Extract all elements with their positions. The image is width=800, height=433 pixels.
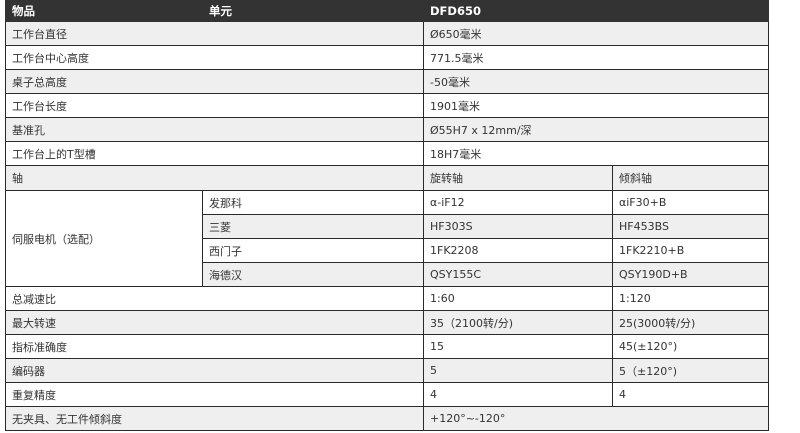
table-row: 编码器 5 5（±120°): [5, 358, 770, 383]
table-row: 基准孔 Ø55H7 x 12mm/深: [5, 117, 770, 142]
row-value: 18H7毫米: [422, 141, 770, 166]
rotary-value: QSY155C: [423, 262, 613, 287]
table-row: 最大转速 35（2100转/分) 25(3000转/分): [5, 310, 770, 335]
row-label: 轴: [5, 165, 424, 191]
row-label: 编码器: [5, 358, 424, 383]
servo-row: 三菱 HF303S HF453BS: [6, 214, 770, 239]
servo-row: 西门子 1FK2208 1FK2210+B: [6, 238, 770, 263]
tilt-axis-header: 倾斜轴: [611, 165, 770, 191]
servo-label: 伺服电机（选配）: [5, 190, 203, 287]
row-label: 总减速比: [5, 286, 424, 311]
table-row: 无夹具、无工件倾斜度 +120°~-120°: [5, 406, 770, 431]
tilt-value: 1:120: [611, 286, 770, 311]
table-row: 指标准确度 15 45(±120°): [5, 334, 770, 359]
servo-row: 伺服电机（选配） 发那科 α-iF12 αiF30+B: [5, 190, 770, 287]
header-model: DFD650: [422, 0, 770, 22]
row-label: 基准孔: [5, 117, 424, 142]
table-row: 重复精度 4 4: [5, 382, 770, 407]
tilt-value: 4: [611, 382, 770, 407]
rotary-value: α-iF12: [423, 190, 613, 215]
rotary-value: 15: [423, 334, 613, 359]
brand-name: 海德汉: [202, 262, 424, 287]
tilt-value: 5（±120°): [611, 358, 770, 383]
tilt-value: 1FK2210+B: [611, 238, 770, 263]
spec-table: 物品 单元 DFD650 工作台直径 Ø650毫米 工作台中心高度 771.5毫米 …: [5, 0, 770, 431]
header-item: 物品: [5, 0, 203, 22]
row-value: -50毫米: [422, 69, 770, 94]
servo-row: 海德汉 QSY155C QSY190D+B: [6, 262, 770, 287]
table-row: 工作台长度 1901毫米: [5, 93, 770, 118]
row-label: 指标准确度: [5, 334, 424, 359]
row-value: +120°~-120°: [422, 406, 770, 431]
rotary-value: 35（2100转/分): [423, 310, 613, 335]
header-unit: 单元: [202, 0, 424, 22]
axis-row: 轴旋转轴 倾斜轴: [5, 165, 770, 191]
rotary-value: 1:60: [423, 286, 613, 311]
row-value: 1901毫米: [422, 93, 770, 118]
row-value: 771.5毫米: [422, 45, 770, 70]
tilt-value: 25(3000转/分): [611, 310, 770, 335]
table-row: 桌子总高度 -50毫米: [5, 69, 770, 94]
rotary-value: 5: [423, 358, 613, 383]
brand-name: 西门子: [202, 238, 424, 263]
rotary-axis-header: 旋转轴: [423, 165, 613, 191]
row-label: 最大转速: [5, 310, 424, 335]
tilt-value: αiF30+B: [611, 190, 770, 215]
tilt-value: 45(±120°): [611, 334, 770, 359]
row-label: 工作台长度: [5, 93, 424, 118]
row-label: 工作台中心高度: [5, 45, 424, 70]
rotary-value: HF303S: [423, 214, 613, 239]
rotary-value: 4: [423, 382, 613, 407]
header-row: 物品 单元 DFD650: [5, 0, 770, 22]
table-row: 工作台上的T型槽 18H7毫米: [5, 141, 770, 166]
tilt-value: QSY190D+B: [611, 262, 770, 287]
row-label: 无夹具、无工件倾斜度: [5, 406, 424, 431]
table-row: 工作台中心高度 771.5毫米: [5, 45, 770, 70]
brand-name: 三菱: [202, 214, 424, 239]
table-row: 总减速比 1:60 1:120: [5, 286, 770, 311]
row-label: 桌子总高度: [5, 69, 424, 94]
row-label: 工作台直径: [5, 21, 424, 46]
brand-name: 发那科: [202, 190, 424, 215]
row-value: Ø55H7 x 12mm/深: [422, 117, 770, 142]
row-label: 重复精度: [5, 382, 424, 407]
row-value: Ø650毫米: [422, 21, 770, 46]
tilt-value: HF453BS: [611, 214, 770, 239]
rotary-value: 1FK2208: [423, 238, 613, 263]
row-label: 工作台上的T型槽: [5, 141, 424, 166]
table-row: 工作台直径 Ø650毫米: [5, 21, 770, 46]
